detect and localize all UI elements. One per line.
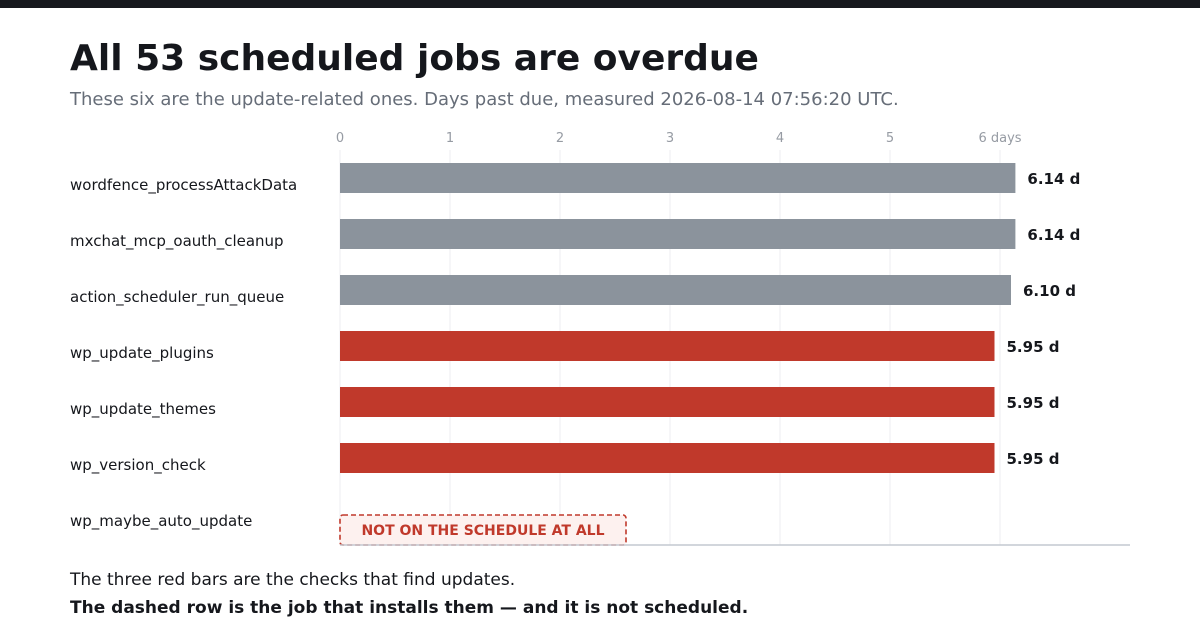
bar-highlighted [340, 331, 995, 361]
bar [340, 275, 1011, 305]
category-label: wp_maybe_auto_update [70, 512, 252, 531]
unscheduled-callout-label: NOT ON THE SCHEDULE AT ALL [361, 523, 604, 539]
top-accent-strip [0, 0, 1200, 8]
bar-highlighted [340, 387, 995, 417]
value-label: 6.14 d [1027, 226, 1080, 244]
footnote-dashed-row: The dashed row is the job that installs … [70, 598, 749, 618]
value-label: 6.14 d [1027, 170, 1080, 188]
x-tick-label: 0 [336, 131, 344, 146]
bar [340, 219, 1016, 249]
x-tick-label: 5 [886, 131, 894, 146]
category-label: mxchat_mcp_oauth_cleanup [70, 232, 284, 251]
x-tick-label: 1 [446, 131, 454, 146]
x-tick-label: 3 [666, 131, 674, 146]
value-label: 5.95 d [1007, 338, 1060, 356]
x-tick-label: 6 days [978, 131, 1021, 146]
value-label: 6.10 d [1023, 282, 1076, 300]
category-label: wp_update_plugins [70, 344, 214, 363]
value-label: 5.95 d [1007, 450, 1060, 468]
unscheduled-callout-box [339, 514, 627, 546]
category-label: wordfence_processAttackData [70, 176, 297, 195]
page-subtitle: These six are the update-related ones. D… [70, 89, 899, 110]
category-label: wp_update_themes [70, 400, 216, 419]
value-label: 5.95 d [1007, 394, 1060, 412]
bar-highlighted [340, 443, 995, 473]
category-label: action_scheduler_run_queue [70, 288, 284, 307]
footnote-red-bars: The three red bars are the checks that f… [70, 570, 516, 590]
bar [340, 163, 1016, 193]
category-label: wp_version_check [70, 456, 206, 475]
x-tick-label: 4 [776, 131, 784, 146]
x-tick-label: 2 [556, 131, 564, 146]
page-title: All 53 scheduled jobs are overdue [70, 38, 759, 79]
